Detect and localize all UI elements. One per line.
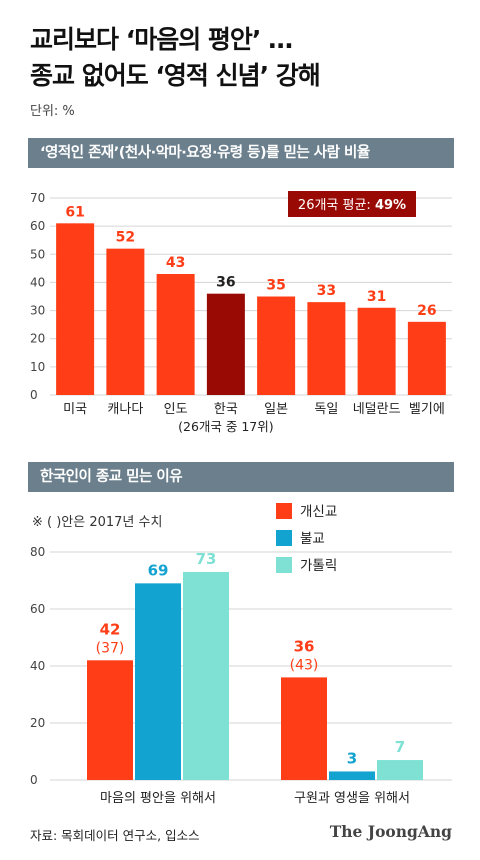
chart1-y-tick: 70: [30, 191, 45, 205]
chart1-x-tick: 네덜란드: [353, 402, 401, 417]
chart2-y-tick: 80: [30, 545, 45, 559]
chart2-data-label: 36: [294, 637, 315, 655]
chart1-data-label: 52: [116, 230, 135, 246]
chart1-bar: [156, 273, 195, 395]
chart1-data-label: 36: [216, 275, 235, 291]
publisher-logo: The JoongAng: [329, 822, 452, 841]
chart1-bar: [106, 248, 145, 395]
chart1-x-tick: 미국: [63, 402, 87, 417]
chart2-data-label-2017: (37): [96, 640, 125, 656]
chart1-y-tick: 60: [30, 219, 45, 233]
chart1-data-label: 31: [367, 289, 386, 305]
chart2-bar: [87, 660, 133, 780]
chart2-data-label: 3: [347, 749, 357, 767]
chart2-bar: [377, 760, 423, 780]
chart1-x-tick: 일본: [264, 402, 288, 417]
chart1-x-tick: 벨기에: [409, 402, 445, 417]
chart2-plot: ※ ( )안은 2017년 수치 0 20 40 60 80 42 (37) 36 (43) 69 3…: [30, 503, 452, 806]
chart2-bar: [135, 583, 181, 780]
chart1-x-tick: 독일: [314, 402, 338, 417]
chart2-y-tick: 60: [30, 602, 45, 616]
chart2-bar: [183, 571, 229, 780]
unit-label: 단위: %: [30, 104, 75, 119]
chart2-y-tick: 20: [30, 716, 45, 730]
chart2-title: 한국인이 종교 믿는 이유: [28, 462, 454, 492]
chart1-bar: [307, 302, 346, 395]
legend-swatch: [276, 530, 292, 546]
chart2-bar: [281, 677, 327, 780]
chart1-bar: [257, 296, 296, 395]
chart1-data-label: 33: [317, 283, 336, 299]
chart1-x-tick: 한국: [214, 402, 238, 417]
chart1-bar: [357, 307, 396, 395]
headline: 교리보다 ‘마음의 평안’ … 종교 없어도 ‘영적 신념’ 강해: [30, 22, 321, 94]
chart2-data-label-2017: (43): [290, 657, 319, 673]
chart1-title: ‘영적인 존재’(천사·악마·요정·유령 등)를 믿는 사람 비율: [28, 138, 454, 168]
chart2-data-label: 42: [100, 620, 121, 638]
legend-label: 개신교: [300, 504, 337, 520]
average-badge-bg: [288, 191, 416, 217]
source-note: 자료: 목회데이터 연구소, 입소스: [30, 828, 200, 843]
headline-line-2: 종교 없어도 ‘영적 신념’ 강해: [30, 61, 321, 90]
chart1-y-tick: 0: [30, 388, 38, 402]
chart1-y-tick: 40: [30, 275, 45, 289]
chart1-y-tick: 10: [30, 360, 45, 374]
chart2-bar: [329, 771, 375, 780]
legend-label: 불교: [300, 531, 325, 547]
chart1-data-label: 26: [417, 303, 436, 319]
chart2-data-label: 7: [395, 738, 405, 756]
chart2-y-tick: 0: [30, 773, 38, 787]
chart1-plot: 0 10 20 30 40 50 60 70 61 미국 52 캐나다 43 인도 36 한국 (26개국 중 …: [30, 191, 452, 434]
chart1-y-tick: 50: [30, 247, 45, 261]
chart2-x-tick: 구원과 영생을 위해서: [294, 791, 410, 806]
chart1-highlight-note: (26개국 중 17위): [178, 419, 274, 434]
chart2-data-label: 69: [148, 561, 169, 579]
average-badge-text: 26개국 평균: 49%: [298, 198, 406, 213]
chart1-data-label: 35: [266, 278, 285, 294]
chart1-y-tick: 20: [30, 332, 45, 346]
chart1-bar: [206, 293, 245, 395]
legend-swatch: [276, 503, 292, 519]
chart1-data-label: 43: [166, 255, 185, 271]
chart2-data-label: 73: [196, 550, 217, 568]
chart1-x-tick: 캐나다: [107, 402, 143, 417]
chart2-note: ※ ( )안은 2017년 수치: [32, 515, 162, 530]
headline-line-1: 교리보다 ‘마음의 평안’ …: [30, 25, 293, 54]
chart1-bar: [56, 223, 95, 395]
chart1-y-tick: 30: [30, 304, 45, 318]
chart1-bar: [407, 321, 446, 395]
chart1-average-badge: 26개국 평균: 49%: [288, 191, 416, 217]
chart2-y-tick: 40: [30, 659, 45, 673]
chart2-x-tick: 마음의 평안을 위해서: [100, 791, 216, 806]
chart1-x-tick: 인도: [164, 402, 188, 417]
legend-swatch: [276, 557, 292, 573]
chart1-data-label: 61: [65, 204, 84, 220]
legend-label: 가톨릭: [300, 558, 337, 574]
